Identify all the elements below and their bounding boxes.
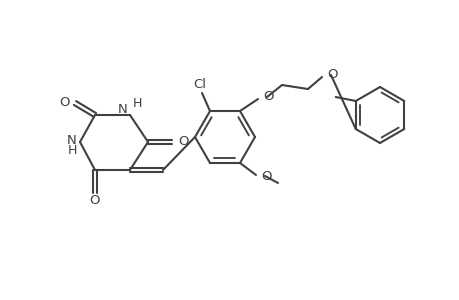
Text: O: O bbox=[90, 194, 100, 208]
Text: H: H bbox=[133, 97, 142, 110]
Text: O: O bbox=[178, 134, 188, 148]
Text: O: O bbox=[59, 95, 70, 109]
Text: O: O bbox=[263, 89, 273, 103]
Text: H: H bbox=[67, 143, 77, 157]
Text: O: O bbox=[326, 68, 337, 80]
Text: Cl: Cl bbox=[193, 77, 206, 91]
Text: N: N bbox=[67, 134, 77, 146]
Text: O: O bbox=[260, 170, 271, 184]
Text: N: N bbox=[118, 103, 128, 116]
